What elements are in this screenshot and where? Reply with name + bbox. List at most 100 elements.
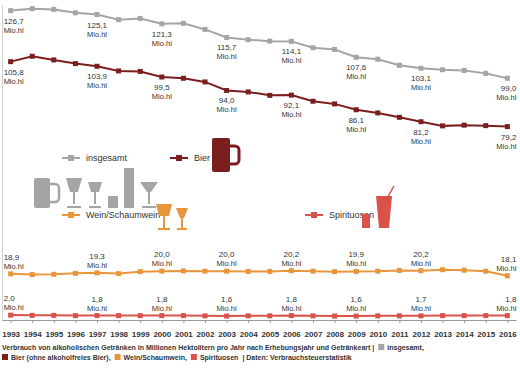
data-label-unit: Mio.hl [411, 259, 431, 268]
legend-marker [176, 155, 182, 161]
point-marker [181, 268, 186, 273]
data-label: 114,1 [282, 47, 302, 56]
x-tick: 1993 [2, 320, 20, 339]
data-label-unit: Mio.hl [87, 261, 107, 270]
x-tick-label: 1993 [2, 330, 20, 339]
x-tick-mark [356, 320, 357, 323]
x-tick: 2011 [391, 320, 409, 339]
data-labels: 126,7Mio.hl125,1Mio.hl121,3Mio.hl115,7Mi… [4, 17, 517, 313]
data-label: 20,2 [284, 250, 300, 259]
icon [176, 208, 188, 230]
x-tick-mark [291, 320, 292, 323]
icon [140, 182, 158, 208]
data-label: 2,0 [4, 294, 16, 303]
point-marker [483, 71, 488, 76]
point-marker [138, 269, 143, 274]
x-tick-mark [54, 320, 55, 323]
point-marker [354, 55, 359, 60]
point-marker [310, 99, 315, 104]
x-tick: 2008 [326, 320, 344, 339]
x-tick: 2009 [348, 320, 366, 339]
x-tick: 1998 [110, 320, 128, 339]
point-marker [332, 47, 337, 52]
point-marker [51, 272, 56, 277]
data-label: 94,0 [219, 96, 235, 105]
icon [50, 184, 59, 202]
point-marker [246, 89, 251, 94]
data-label: 103,9 [87, 72, 108, 81]
point-marker [95, 64, 100, 69]
data-label: 103,1 [411, 74, 432, 83]
data-label: 20,2 [413, 250, 429, 259]
x-axis: 1993199419951996199719981999200020012002… [2, 320, 517, 339]
data-label: 19,3 [89, 252, 105, 261]
point-marker [483, 269, 488, 274]
caption-key: Spirituosen [200, 354, 239, 362]
data-label-unit: Mio.hl [496, 264, 516, 273]
point-marker [505, 313, 510, 318]
x-tick-mark [378, 320, 379, 323]
data-label-unit: Mio.hl [152, 304, 172, 313]
point-marker [159, 269, 164, 274]
plot-area [8, 6, 510, 318]
icon [386, 186, 394, 200]
x-tick: 2006 [283, 320, 301, 339]
point-marker [483, 313, 488, 318]
x-tick: 2016 [499, 320, 517, 339]
legend-label: Bier [194, 153, 210, 163]
point-marker [440, 123, 445, 128]
data-label: 1,6 [351, 295, 363, 304]
data-label-unit: Mio.hl [152, 259, 172, 268]
y-axis-line [2, 6, 3, 321]
x-tick-mark [399, 320, 400, 323]
point-marker [267, 313, 272, 318]
point-marker [440, 267, 445, 272]
x-tick: 2007 [305, 320, 323, 339]
point-marker [116, 313, 121, 318]
point-marker [51, 313, 56, 318]
x-tick-label: 2013 [434, 330, 452, 339]
point-marker [138, 16, 143, 21]
legend-label: Wein/Schaumwein [86, 210, 160, 220]
caption-key: Wein/Schaumwein, [124, 354, 187, 362]
x-tick-mark [75, 320, 76, 323]
x-tick-label: 2006 [283, 330, 301, 339]
x-tick-mark [162, 320, 163, 323]
point-marker [51, 57, 56, 62]
x-axis-line [3, 320, 517, 321]
point-marker [310, 45, 315, 50]
x-tick-label: 2010 [369, 330, 387, 339]
x-tick: 2010 [369, 320, 387, 339]
series-line [11, 270, 508, 276]
x-tick-mark [11, 320, 12, 323]
point-marker [8, 271, 13, 276]
point-marker [246, 269, 251, 274]
x-tick-mark [32, 320, 33, 323]
data-label-unit: Mio.hl [346, 259, 366, 268]
data-label-unit: Mio.hl [87, 81, 107, 90]
point-marker [354, 269, 359, 274]
point-marker [505, 76, 510, 81]
data-label: 105,8 [4, 68, 25, 77]
data-label: 19,9 [348, 250, 364, 259]
point-marker [462, 313, 467, 318]
x-tick: 2013 [434, 320, 452, 339]
data-label: 18,1 [501, 255, 517, 264]
data-label-unit: Mio.hl [411, 304, 431, 313]
x-tick-label: 2015 [477, 330, 495, 339]
point-marker [224, 88, 229, 93]
x-tick-label: 1999 [132, 330, 150, 339]
data-label-unit: Mio.hl [281, 110, 301, 119]
point-marker [138, 69, 143, 74]
point-marker [397, 268, 402, 273]
point-marker [440, 313, 445, 318]
data-label-unit: Mio.hl [496, 93, 516, 102]
point-marker [289, 93, 294, 98]
data-label-unit: Mio.hl [87, 30, 107, 39]
point-marker [418, 119, 423, 124]
point-marker [30, 54, 35, 59]
data-label-unit: Mio.hl [152, 92, 172, 101]
caption-swatch [2, 354, 8, 360]
point-marker [375, 57, 380, 62]
x-tick: 2014 [456, 320, 474, 339]
